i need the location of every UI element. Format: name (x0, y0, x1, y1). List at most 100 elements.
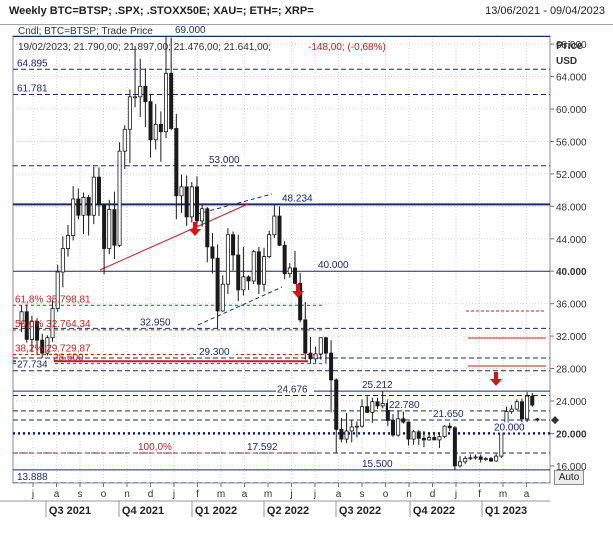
candle[interactable] (478, 456, 483, 460)
candle[interactable] (81, 197, 86, 216)
candle[interactable] (148, 101, 153, 141)
candle[interactable] (189, 186, 194, 218)
candle[interactable] (40, 339, 45, 354)
candle[interactable] (483, 458, 488, 460)
candle[interactable] (406, 421, 411, 440)
candle[interactable] (251, 251, 256, 282)
candle[interactable] (60, 248, 65, 273)
candle[interactable] (205, 208, 210, 248)
auto-scale-button[interactable]: Auto (554, 470, 584, 485)
candle[interactable] (385, 403, 390, 421)
candle[interactable] (437, 436, 442, 441)
candle[interactable] (236, 254, 241, 291)
candle[interactable] (138, 85, 143, 98)
candle[interactable] (210, 246, 215, 259)
y-axis[interactable]: 16.000 20.000 24.000 28.000 32.000 36.000 40.0… (550, 40, 587, 473)
price-chart[interactable]: 69.000 64.895 61.781 53.000 48.234 40.000 32.9… (0, 24, 613, 534)
candle[interactable] (215, 257, 220, 312)
candle[interactable] (194, 186, 199, 222)
candle[interactable] (282, 244, 287, 275)
candle[interactable] (153, 124, 158, 141)
candle[interactable] (267, 234, 272, 258)
candle[interactable] (220, 283, 225, 312)
candle[interactable] (262, 256, 267, 285)
candle[interactable] (127, 96, 132, 130)
candle[interactable] (308, 352, 313, 360)
candle[interactable] (29, 321, 34, 340)
candle[interactable] (494, 455, 499, 462)
candle[interactable] (488, 458, 493, 462)
candle[interactable] (519, 401, 524, 420)
candle[interactable] (179, 186, 184, 197)
x-axis[interactable]: j a s o n d j f m a m j j a s o n d j f m a Q3 2021 Q4 2021 Q1 2… (0, 483, 550, 517)
candle[interactable] (287, 267, 292, 275)
candle[interactable] (514, 401, 519, 410)
candle[interactable] (277, 215, 282, 246)
candle[interactable] (365, 406, 370, 413)
candle[interactable] (174, 128, 179, 197)
candle[interactable] (19, 311, 24, 325)
candle[interactable] (91, 176, 96, 216)
candle[interactable] (323, 337, 328, 354)
candle[interactable] (452, 427, 457, 467)
candle[interactable] (329, 352, 334, 381)
channel-line-lower[interactable] (197, 286, 283, 326)
candle[interactable] (86, 197, 91, 216)
candle[interactable] (55, 271, 60, 309)
candle[interactable] (164, 72, 169, 133)
candle[interactable] (411, 431, 416, 440)
candle[interactable] (427, 437, 432, 441)
candle[interactable] (468, 457, 473, 460)
candle[interactable] (143, 85, 148, 103)
candle[interactable] (133, 96, 138, 99)
candle[interactable] (231, 234, 236, 256)
candle[interactable] (380, 403, 385, 407)
candle[interactable] (71, 198, 76, 236)
candle[interactable] (303, 319, 308, 354)
candle[interactable] (339, 428, 344, 440)
candle[interactable] (107, 209, 112, 249)
candle[interactable] (200, 208, 205, 222)
candle[interactable] (442, 425, 447, 438)
candle[interactable] (535, 418, 540, 421)
candle[interactable] (458, 461, 463, 467)
candle[interactable] (530, 395, 535, 406)
red-trendline[interactable] (99, 203, 249, 271)
candle[interactable] (421, 437, 426, 441)
candle[interactable] (390, 420, 395, 436)
candle[interactable] (360, 406, 365, 427)
candle[interactable] (298, 282, 303, 321)
candle[interactable] (102, 204, 107, 249)
candle[interactable] (24, 311, 29, 340)
candle[interactable] (45, 337, 50, 354)
candle[interactable] (344, 430, 349, 440)
candle[interactable] (112, 209, 117, 246)
candle[interactable] (256, 251, 261, 285)
candle[interactable] (158, 124, 163, 133)
candle[interactable] (318, 337, 323, 355)
candle[interactable] (416, 431, 421, 439)
candle[interactable] (76, 198, 81, 216)
candle[interactable] (375, 401, 380, 407)
candle[interactable] (122, 128, 127, 152)
candle[interactable] (370, 401, 375, 413)
candle[interactable] (292, 267, 297, 284)
candle[interactable] (396, 418, 401, 436)
candle[interactable] (246, 276, 251, 282)
candle[interactable] (463, 458, 468, 463)
candle[interactable] (509, 408, 514, 412)
candle[interactable] (241, 276, 246, 291)
candle[interactable] (272, 215, 277, 236)
candle[interactable] (354, 425, 359, 428)
candle[interactable] (349, 426, 354, 432)
candle[interactable] (525, 395, 530, 420)
candle[interactable] (447, 425, 452, 429)
candle[interactable] (313, 353, 318, 360)
candle[interactable] (169, 72, 174, 129)
candle[interactable] (401, 418, 406, 423)
candle[interactable] (117, 150, 122, 246)
candle[interactable] (225, 234, 230, 285)
candle[interactable] (334, 379, 339, 430)
candle[interactable] (66, 235, 71, 249)
candle[interactable] (473, 456, 478, 459)
